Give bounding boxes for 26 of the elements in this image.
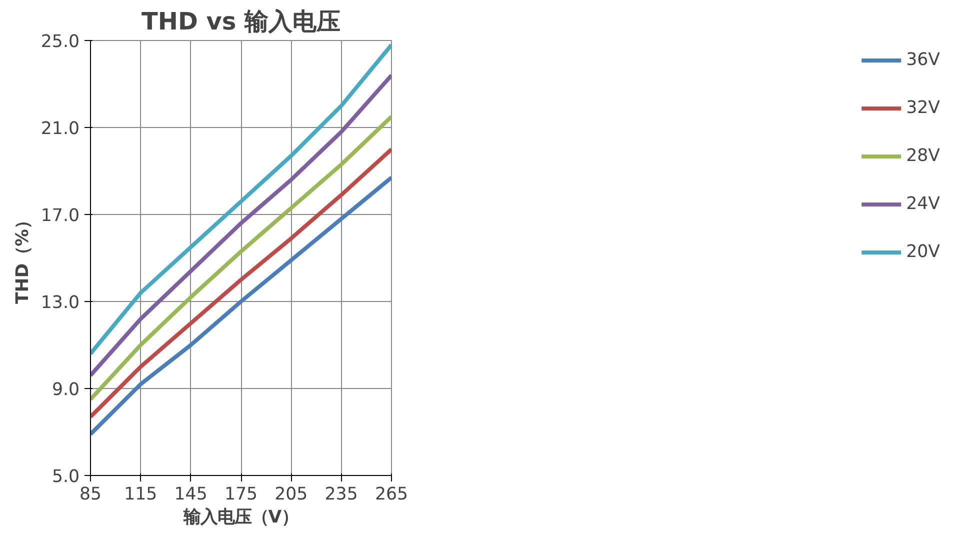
y-tick-label: 17.0 xyxy=(40,206,80,226)
line-series xyxy=(90,73,392,378)
x-tick-label: 115 xyxy=(124,484,158,504)
x-axis-title: 输入电压（V） xyxy=(182,508,299,528)
legend-label: 24V xyxy=(906,194,940,214)
line-series xyxy=(90,147,392,419)
y-tick-label: 13.0 xyxy=(40,293,80,313)
x-tick-label: 175 xyxy=(224,484,258,504)
line-series xyxy=(90,42,392,356)
line-series xyxy=(90,114,392,402)
y-tick-label: 9.0 xyxy=(52,380,80,400)
y-axis-title: THD（%） xyxy=(12,212,33,304)
legend-label: 32V xyxy=(906,98,940,118)
x-tick-label: 205 xyxy=(274,484,308,504)
legend-label: 28V xyxy=(906,146,940,166)
legend-label: 36V xyxy=(906,50,940,70)
y-tick-label: 25.0 xyxy=(40,32,80,52)
y-tick-label: 5.0 xyxy=(52,467,80,487)
chart-title: THD vs 输入电压 xyxy=(141,8,341,36)
x-tick-label: 265 xyxy=(374,484,408,504)
x-tick-label: 145 xyxy=(174,484,208,504)
x-tick-label: 235 xyxy=(324,484,358,504)
line-series xyxy=(90,176,392,436)
legend-label: 20V xyxy=(906,242,940,262)
x-tick-label: 85 xyxy=(79,484,102,504)
y-tick-label: 21.0 xyxy=(40,119,80,139)
